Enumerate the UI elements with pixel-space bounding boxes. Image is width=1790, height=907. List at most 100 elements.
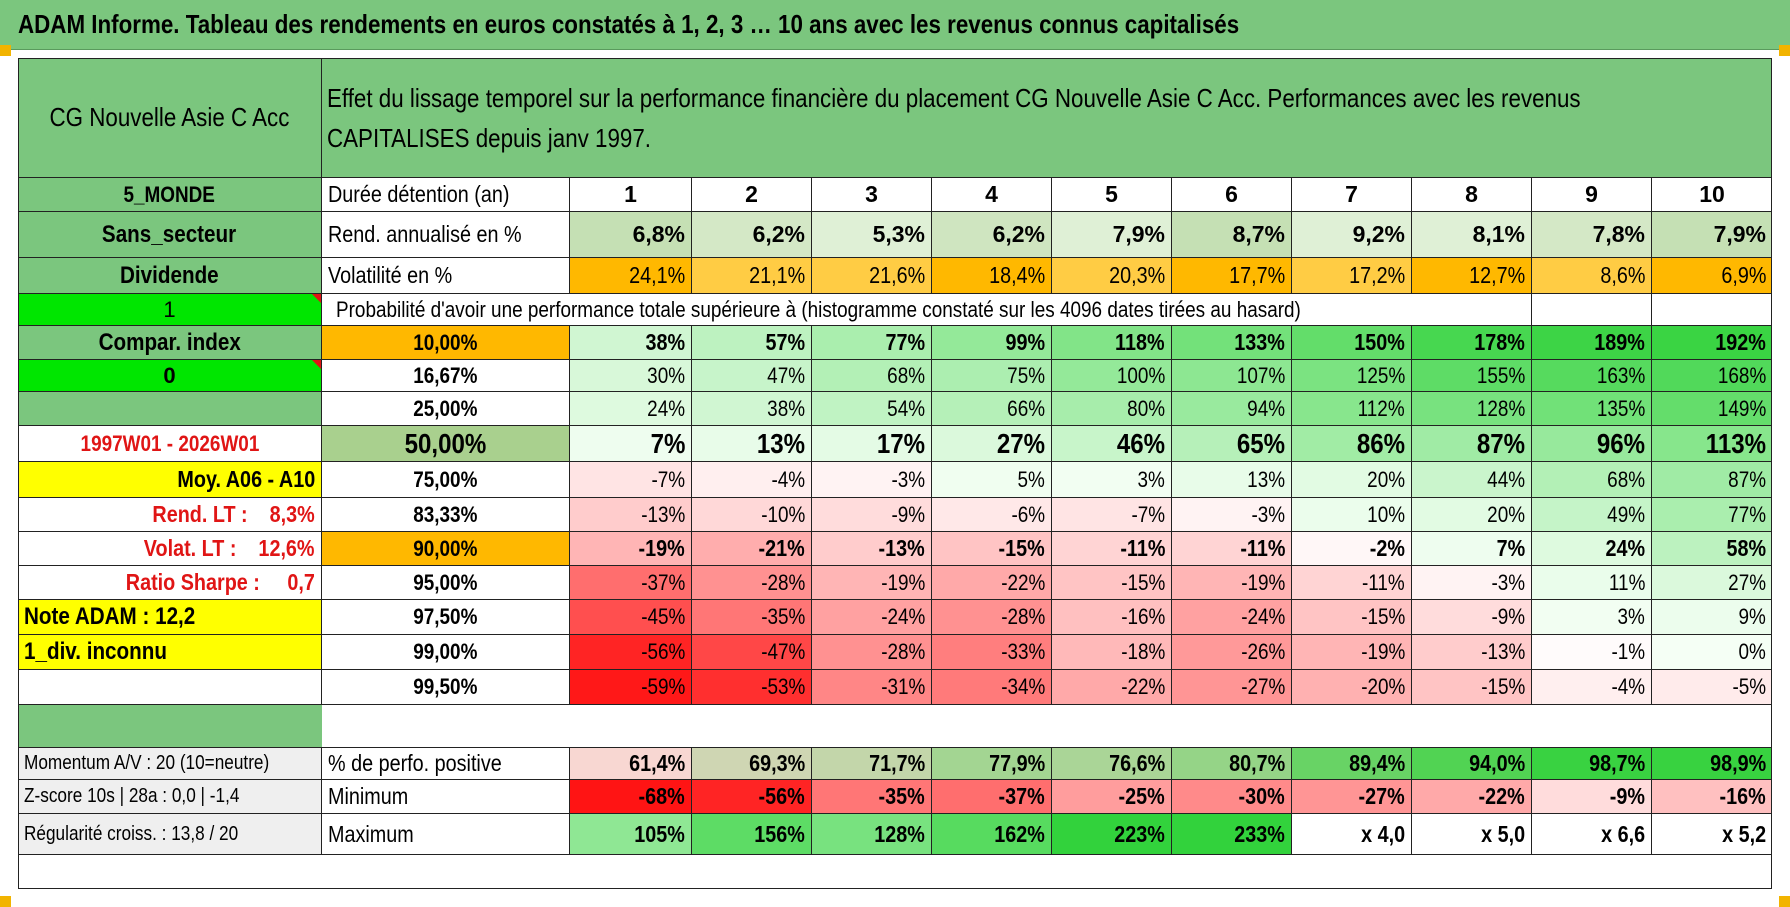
moy-label-text: Moy. A06 - A10 — [177, 466, 315, 492]
positive-value-6: 80,7% — [1172, 748, 1292, 780]
minimum-label: Minimum — [322, 780, 570, 814]
corner-marker-top-right — [1779, 45, 1790, 56]
rend-value-3: 5,3% — [812, 212, 932, 258]
prob-value-r4-y6: 65% — [1172, 426, 1292, 462]
maximum-value-3-text: 128% — [874, 820, 925, 847]
prob-value-r2-y7-text: 125% — [1356, 362, 1405, 388]
region-label: 5_MONDE — [18, 178, 322, 212]
positive-value-2-text: 69,3% — [748, 750, 805, 776]
positive-value-3-text: 71,7% — [868, 750, 925, 776]
prob-value-r11-y4-text: -34% — [1000, 674, 1045, 699]
prob-value-r6-y4: -6% — [932, 498, 1052, 532]
volatility-value-2-text: 21,1% — [748, 262, 805, 288]
prob-value-r3-y1: 24% — [570, 392, 692, 426]
year-header-2-text: 2 — [745, 181, 758, 207]
prob-value-r7-y8-text: 7% — [1496, 535, 1525, 561]
prob-value-r9-y7: -15% — [1292, 600, 1412, 635]
prob-value-r6-y6-text: -3% — [1251, 501, 1285, 527]
prob-value-r5-y9: 68% — [1532, 462, 1652, 498]
positive-value-4-text: 77,9% — [988, 750, 1045, 776]
prob-threshold-4-text: 50,00% — [404, 427, 487, 459]
positive-value-5: 76,6% — [1052, 748, 1172, 780]
prob-value-r9-y10: 9% — [1652, 600, 1772, 635]
positive-value-10: 98,9% — [1652, 748, 1772, 780]
prob-value-r5-y1: -7% — [570, 462, 692, 498]
prob-value-r9-y2: -35% — [692, 600, 812, 635]
prob-value-r1-y4: 99% — [932, 326, 1052, 360]
prob-value-r7-y5-text: -11% — [1119, 535, 1165, 561]
minimum-value-9-text: -9% — [1609, 783, 1645, 809]
prob-value-r1-y5: 118% — [1052, 326, 1172, 360]
prob-value-r9-y10-text: 9% — [1738, 604, 1766, 629]
prob-value-r7-y7: -2% — [1292, 532, 1412, 566]
prob-value-r6-y10-text: 77% — [1728, 501, 1766, 527]
prob-value-r10-y3: -28% — [812, 635, 932, 670]
prob-value-r2-y5-text: 100% — [1116, 362, 1165, 388]
rend-label: Rend. annualisé en % — [322, 212, 570, 258]
maximum-value-3: 128% — [812, 814, 932, 855]
volatility-value-5-text: 20,3% — [1108, 262, 1165, 288]
prob-value-r11-y1-text: -59% — [640, 674, 685, 699]
volatility-value-1-text: 24,1% — [628, 262, 685, 288]
prob-value-r8-y6: -19% — [1172, 566, 1292, 600]
prob-value-r7-y3: -13% — [812, 532, 932, 566]
prob-value-r8-y5-text: -15% — [1120, 569, 1165, 595]
prob-value-r3-y6-text: 94% — [1247, 395, 1285, 421]
maximum-value-4: 162% — [932, 814, 1052, 855]
prob-value-r5-y6: 13% — [1172, 462, 1292, 498]
prob-value-r3-y4-text: 66% — [1007, 395, 1045, 421]
prob-value-r2-y10: 168% — [1652, 360, 1772, 392]
volatility-label: Volatilité en % — [322, 258, 570, 294]
prob-value-r1-y7: 150% — [1292, 326, 1412, 360]
prob-value-r6-y1-text: -13% — [640, 501, 685, 527]
regularite-label-text: Régularité croiss. : 13,8 / 20 — [24, 822, 239, 845]
prob-value-r2-y2: 47% — [692, 360, 812, 392]
volatility-value-6: 17,7% — [1172, 258, 1292, 294]
title-bar: ADAM Informe. Tableau des rendements en … — [0, 0, 1790, 50]
probability-heading-text: Probabilité d'avoir une performance tota… — [336, 296, 1301, 322]
prob-value-r11-y10-text: -5% — [1732, 674, 1766, 699]
year-header-1-text: 1 — [624, 181, 637, 207]
prob-threshold-7-text: 90,00% — [413, 535, 478, 561]
prob-value-r2-y1-text: 30% — [647, 362, 685, 388]
prob-value-r8-y9: 11% — [1532, 566, 1652, 600]
prob-value-r10-y2: -47% — [692, 635, 812, 670]
rend-value-9: 7,8% — [1532, 212, 1652, 258]
prob-value-r6-y1: -13% — [570, 498, 692, 532]
prob-value-r10-y10: 0% — [1652, 635, 1772, 670]
positive-value-10-text: 98,9% — [1709, 750, 1766, 776]
year-header-9: 9 — [1532, 178, 1652, 212]
prob-value-r1-y6: 133% — [1172, 326, 1292, 360]
prob-value-r8-y2-text: -28% — [760, 569, 805, 595]
prob-value-r10-y8-text: -13% — [1480, 639, 1525, 664]
maximum-value-1: 105% — [570, 814, 692, 855]
prob-value-r3-y6: 94% — [1172, 392, 1292, 426]
prob-value-r4-y4: 27% — [932, 426, 1052, 462]
prob-value-r2-y7: 125% — [1292, 360, 1412, 392]
prob-value-r7-y2: -21% — [692, 532, 812, 566]
rend-value-8-text: 8,1% — [1472, 221, 1525, 247]
year-header-9-text: 9 — [1585, 181, 1598, 207]
volatility-value-10-text: 6,9% — [1720, 262, 1766, 288]
compar-index-label-text: Compar. index — [98, 328, 241, 356]
prob-value-r10-y7-text: -19% — [1360, 639, 1405, 664]
prob-value-r4-y9: 96% — [1532, 426, 1652, 462]
regularite-label: Régularité croiss. : 13,8 / 20 — [18, 814, 322, 855]
prob-value-r2-y4-text: 75% — [1007, 362, 1045, 388]
minimum-value-6: -30% — [1172, 780, 1292, 814]
rend-label-text: Rend. annualisé en % — [328, 221, 522, 247]
minimum-value-4: -37% — [932, 780, 1052, 814]
duration-label-text: Durée détention (an) — [328, 181, 510, 207]
prob-threshold-1: 10,00% — [322, 326, 570, 360]
prob-value-r8-y3-text: -19% — [880, 569, 925, 595]
prob-value-r2-y3: 68% — [812, 360, 932, 392]
prob-value-r4-y7: 86% — [1292, 426, 1412, 462]
prob-value-r3-y10: 149% — [1652, 392, 1772, 426]
prob-value-r9-y1-text: -45% — [640, 604, 685, 629]
sharpe-label: Ratio Sharpe : 0,7 — [18, 566, 322, 600]
maximum-value-5: 223% — [1052, 814, 1172, 855]
year-header-1: 1 — [570, 178, 692, 212]
positive-value-7-text: 89,4% — [1348, 750, 1405, 776]
rend-lt-label: Rend. LT : 8,3% — [18, 498, 322, 532]
prob-value-r5-y6-text: 13% — [1247, 466, 1285, 492]
